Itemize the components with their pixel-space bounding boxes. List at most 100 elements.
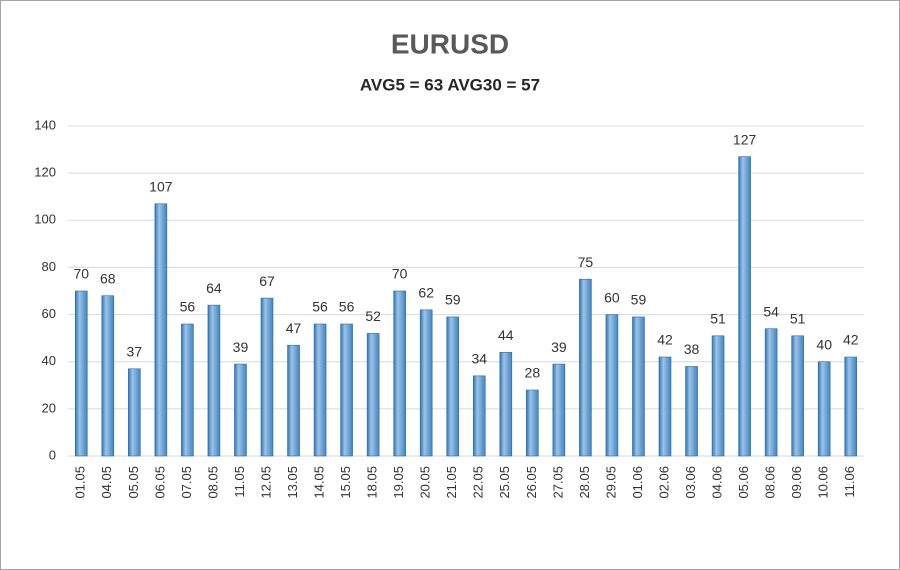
bar (181, 323, 194, 457)
x-tick-label: 12.05 (258, 466, 273, 499)
x-tick-label: 11.05 (232, 466, 247, 498)
x-tick-label: 05.05 (126, 466, 141, 499)
y-tick-label: 140 (34, 117, 56, 132)
data-label: 67 (259, 273, 275, 289)
data-label: 51 (790, 310, 806, 326)
y-tick-label: 40 (42, 353, 56, 368)
bar (366, 333, 380, 457)
x-tick-label: 25.05 (497, 466, 512, 499)
x-tick-label: 10.06 (816, 466, 831, 499)
x-tick-label: 19.05 (391, 466, 406, 499)
x-tick-label: 06.05 (152, 466, 167, 499)
data-label: 68 (100, 270, 116, 286)
chart-subtitle: AVG5 = 63 AVG30 = 57 (360, 75, 540, 94)
x-tick-label: 18.05 (365, 466, 380, 499)
x-tick-label: 26.05 (524, 466, 539, 499)
data-label: 59 (445, 292, 461, 308)
x-tick-label: 03.06 (683, 466, 698, 499)
x-tick-label: 04.05 (99, 466, 114, 499)
y-tick-label: 0 (49, 447, 56, 462)
bar (791, 335, 804, 457)
x-tick-label: 05.06 (736, 466, 751, 499)
bar (605, 314, 619, 457)
data-label: 47 (286, 320, 302, 336)
x-tick-label: 13.05 (285, 466, 300, 499)
data-label: 107 (149, 178, 173, 194)
data-label: 56 (339, 299, 355, 315)
bar (579, 278, 592, 457)
x-tick-label: 08.05 (205, 466, 220, 499)
data-label: 127 (733, 131, 757, 147)
y-tick-label: 80 (42, 259, 56, 274)
x-tick-label: 29.05 (603, 466, 618, 499)
data-label: 56 (312, 299, 328, 315)
y-tick-label: 120 (34, 165, 56, 180)
x-tick-label: 22.05 (471, 466, 486, 499)
bar (234, 363, 247, 457)
x-tick-label: 15.05 (338, 466, 353, 499)
x-tick-label: 08.06 (763, 466, 778, 499)
bar (128, 368, 141, 457)
bar (552, 363, 566, 457)
bar (74, 290, 88, 457)
data-label: 38 (684, 341, 700, 357)
bar (207, 304, 221, 457)
data-label: 62 (418, 285, 434, 301)
bar (526, 389, 539, 457)
bar (844, 356, 858, 457)
x-tick-label: 01.06 (630, 466, 645, 499)
y-tick-label: 20 (42, 400, 56, 415)
bar (287, 344, 300, 457)
data-label: 70 (73, 266, 89, 282)
data-label: 70 (392, 266, 408, 282)
bar (393, 290, 406, 457)
data-label: 52 (365, 308, 381, 324)
data-label: 44 (498, 327, 514, 343)
data-label: 59 (631, 292, 647, 308)
data-label: 39 (551, 339, 567, 355)
x-tick-label: 01.05 (73, 466, 88, 499)
bar (499, 351, 513, 457)
x-tick-label: 20.05 (418, 466, 433, 499)
x-tick-label: 04.06 (710, 466, 725, 499)
x-tick-label: 11.06 (842, 466, 857, 498)
bar (419, 309, 433, 457)
bar (260, 297, 274, 457)
x-tick-label: 09.06 (789, 466, 804, 499)
data-label: 64 (206, 280, 222, 296)
x-tick-label: 07.05 (179, 466, 194, 499)
data-label: 42 (657, 332, 673, 348)
bar (685, 366, 698, 457)
data-label: 37 (127, 343, 143, 359)
bar (472, 375, 486, 457)
bar (817, 361, 831, 457)
data-label: 42 (843, 332, 859, 348)
x-tick-label: 21.05 (444, 466, 459, 499)
bar (446, 316, 460, 457)
bar (658, 356, 672, 457)
data-label: 54 (763, 303, 779, 319)
data-label: 28 (525, 365, 541, 381)
bar (711, 335, 725, 457)
data-label: 75 (578, 254, 594, 270)
data-label: 51 (710, 310, 726, 326)
bar (764, 328, 778, 457)
data-label: 40 (816, 336, 832, 352)
bar (101, 295, 115, 457)
bar (738, 156, 751, 457)
data-label: 60 (604, 289, 620, 305)
bar (340, 323, 353, 457)
y-tick-label: 60 (42, 306, 56, 321)
y-tick-label: 100 (34, 212, 56, 227)
bar (313, 323, 327, 457)
x-tick-label: 28.05 (577, 466, 592, 499)
chart-title: EURUSD (391, 28, 509, 59)
data-label: 39 (233, 339, 249, 355)
x-tick-label: 02.06 (656, 466, 671, 499)
data-label: 56 (180, 299, 196, 315)
data-label: 34 (471, 351, 487, 367)
bar (154, 203, 168, 457)
x-tick-label: 27.05 (550, 466, 565, 499)
bar (632, 316, 645, 457)
